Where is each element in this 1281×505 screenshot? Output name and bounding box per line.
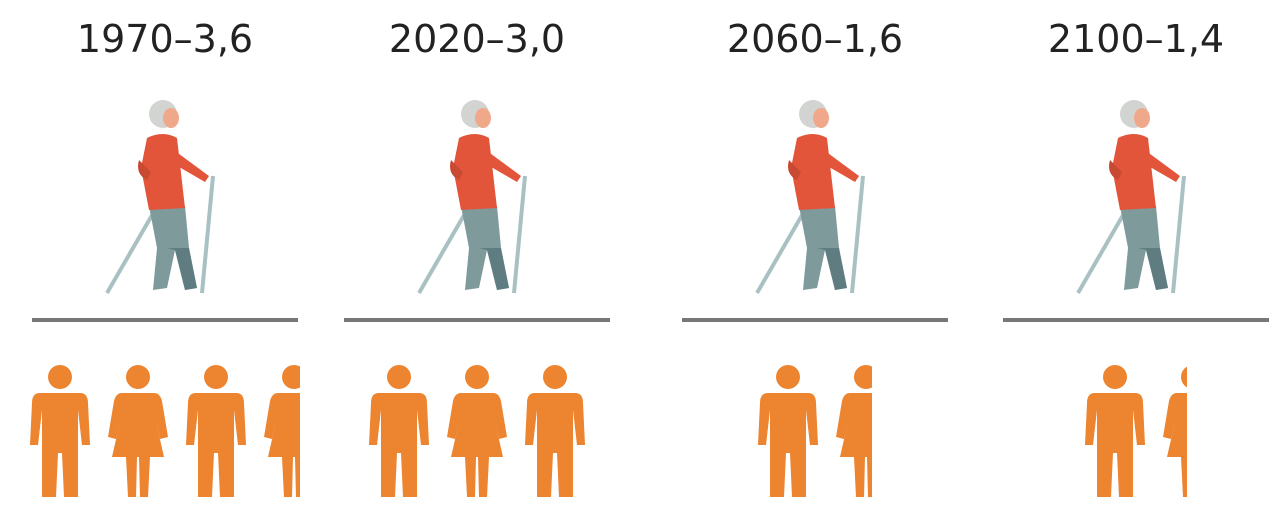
panel-title: 2020–3,0 (389, 17, 565, 61)
separator: – (486, 17, 505, 61)
year-label: 2060 (727, 17, 824, 61)
elderly-icon (419, 100, 525, 293)
year-label: 1970 (77, 17, 174, 61)
worker-group (30, 365, 324, 497)
elderly-icon (107, 100, 213, 293)
value-label: 3,0 (505, 17, 565, 61)
panel-title: 2100–1,4 (1048, 17, 1224, 61)
elderly-icon (1078, 100, 1184, 293)
value-label: 3,6 (193, 17, 253, 61)
worker-icon (525, 365, 585, 497)
worker-icon (186, 365, 246, 497)
separator: – (174, 17, 193, 61)
worker-icon (369, 365, 429, 497)
worker-group (758, 365, 896, 497)
worker-icon (264, 365, 324, 497)
year-label: 2020 (389, 17, 486, 61)
worker-icon (108, 365, 168, 497)
worker-icon (1085, 365, 1145, 497)
worker-icon (836, 365, 896, 497)
panel-title: 1970–3,6 (77, 17, 253, 61)
worker-icon (447, 365, 507, 497)
worker-group (369, 365, 585, 497)
separator: – (1145, 17, 1164, 61)
worker-group (1085, 365, 1223, 497)
value-label: 1,6 (843, 17, 903, 61)
separator: – (824, 17, 843, 61)
value-label: 1,4 (1164, 17, 1224, 61)
worker-icon (1163, 365, 1223, 497)
elderly-icon (757, 100, 863, 293)
worker-icon (758, 365, 818, 497)
panel-title: 2060–1,6 (727, 17, 903, 61)
year-label: 2100 (1048, 17, 1145, 61)
worker-icon (30, 365, 90, 497)
